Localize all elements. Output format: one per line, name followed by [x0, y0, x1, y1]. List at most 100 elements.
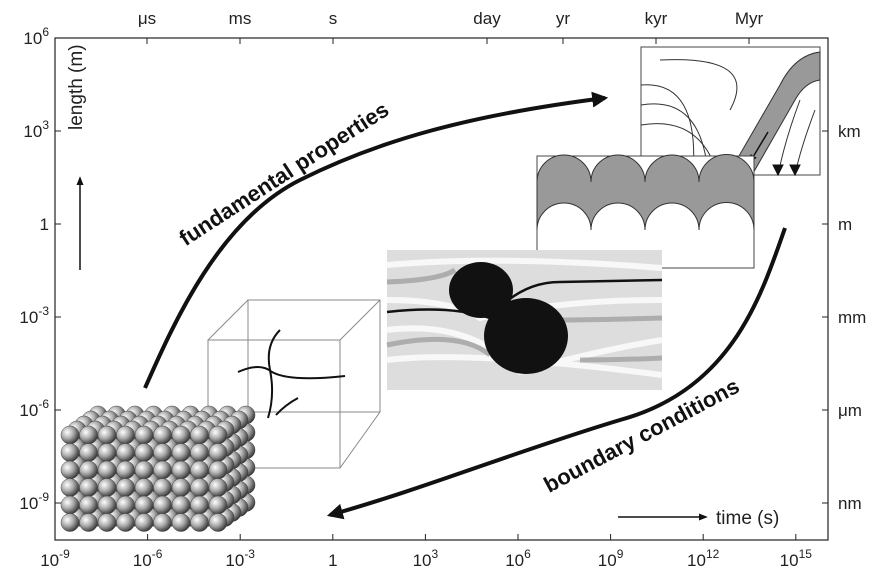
y-tick-label-base: 10 [19, 401, 38, 420]
sphere [154, 426, 172, 444]
sphere [135, 479, 153, 497]
x-tick-label: 109 [598, 547, 624, 570]
sphere [80, 444, 98, 462]
sphere [80, 461, 98, 479]
sphere [172, 444, 190, 462]
x-tick-label-exp: -9 [59, 547, 70, 561]
top-tick-label: μs [138, 9, 156, 28]
sphere [117, 444, 135, 462]
fluid-panel [387, 250, 662, 390]
y-tick-label-exp: -9 [38, 490, 49, 504]
sphere [135, 461, 153, 479]
y-tick-label: 103 [23, 118, 49, 141]
sphere [172, 479, 190, 497]
x-tick-label: 106 [505, 547, 531, 570]
y-tick-label: 1 [40, 215, 49, 234]
x-tick-label-exp: 12 [706, 547, 720, 561]
y-tick-label: 10-3 [19, 304, 49, 327]
upper-arrow-label: fundamental properties [175, 97, 394, 251]
sphere [191, 444, 209, 462]
sphere [135, 496, 153, 514]
x-tick-label-base: 10 [598, 551, 617, 570]
sphere [117, 461, 135, 479]
y-tick-label-base: 10 [23, 29, 42, 48]
sphere [61, 444, 79, 462]
x-tick-label-exp: 9 [617, 547, 624, 561]
sphere [80, 514, 98, 532]
sphere [98, 461, 116, 479]
sphere [98, 444, 116, 462]
sphere [209, 461, 227, 479]
sphere [117, 496, 135, 514]
sphere [98, 479, 116, 497]
x-tick-label-base: 1 [328, 551, 337, 570]
sphere [61, 426, 79, 444]
sphere [191, 514, 209, 532]
sphere [135, 514, 153, 532]
x-tick-label-exp: 3 [432, 547, 439, 561]
sphere [191, 461, 209, 479]
right-tick-label: km [838, 122, 861, 141]
y-tick-label-base: 1 [40, 215, 49, 234]
sphere [172, 426, 190, 444]
x-tick-label-base: 10 [133, 551, 152, 570]
y-tick-label-exp: -6 [38, 397, 49, 411]
x-tick-label-exp: 15 [799, 547, 813, 561]
x-tick-label-base: 10 [505, 551, 524, 570]
x-tick-label-base: 10 [40, 551, 59, 570]
y-tick-label-exp: -3 [38, 304, 49, 318]
right-tick-label: nm [838, 494, 862, 513]
y-tick-label-base: 10 [23, 122, 42, 141]
top-tick-label: kyr [645, 9, 668, 28]
y-axis-title: length (m) [66, 44, 87, 130]
x-tick-label-base: 10 [225, 551, 244, 570]
x-tick-label-base: 10 [413, 551, 432, 570]
sphere [209, 444, 227, 462]
sphere [154, 461, 172, 479]
right-tick-label: m [838, 215, 852, 234]
x-tick-label: 10-9 [40, 547, 70, 570]
y-tick-label: 10-6 [19, 397, 49, 420]
x-tick-label: 10-6 [133, 547, 163, 570]
x-tick-label: 1012 [687, 547, 720, 570]
y-tick-label-exp: 3 [42, 118, 49, 132]
sphere [191, 426, 209, 444]
sphere [117, 426, 135, 444]
sphere [98, 426, 116, 444]
sphere [98, 496, 116, 514]
x-tick-label-exp: -3 [244, 547, 255, 561]
y-tick-label-exp: 6 [42, 25, 49, 39]
top-tick-label: day [473, 9, 501, 28]
x-tick-label-base: 10 [687, 551, 706, 570]
right-tick-label: μm [838, 401, 862, 420]
sphere [61, 496, 79, 514]
x-tick-label-exp: -6 [152, 547, 163, 561]
sphere [61, 479, 79, 497]
sphere [154, 479, 172, 497]
x-tick-label-exp: 6 [524, 547, 531, 561]
sphere [117, 479, 135, 497]
y-tick-label: 106 [23, 25, 49, 48]
sphere [209, 426, 227, 444]
sphere [98, 514, 116, 532]
sphere [61, 514, 79, 532]
top-tick-label: ms [229, 9, 252, 28]
sphere [135, 444, 153, 462]
y-tick-label: 10-9 [19, 490, 49, 513]
sphere [209, 514, 227, 532]
x-tick-label: 1015 [780, 547, 813, 570]
sphere [80, 426, 98, 444]
sphere [80, 496, 98, 514]
sphere [191, 479, 209, 497]
sphere [172, 461, 190, 479]
sphere [154, 496, 172, 514]
x-tick-label: 103 [413, 547, 439, 570]
sphere [154, 514, 172, 532]
sphere [209, 479, 227, 497]
y-tick-label-base: 10 [19, 308, 38, 327]
sphere [191, 496, 209, 514]
sphere [154, 444, 172, 462]
sphere [172, 514, 190, 532]
x-tick-label: 1 [328, 551, 337, 570]
top-tick-label: s [329, 9, 338, 28]
